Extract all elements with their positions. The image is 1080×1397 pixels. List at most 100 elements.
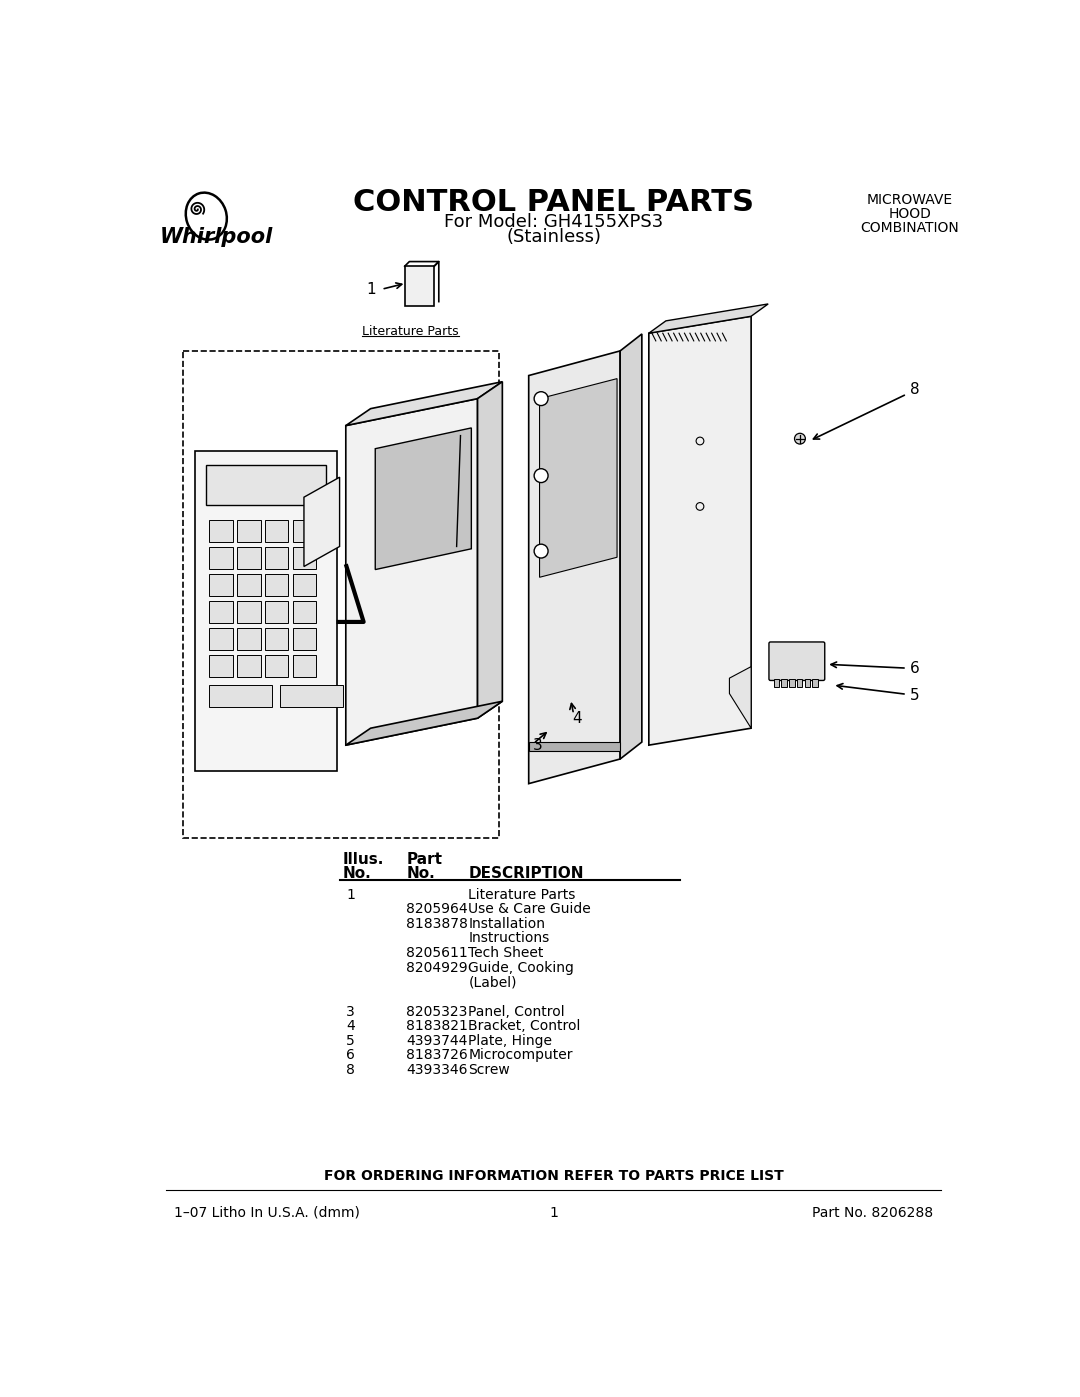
Text: For Model: GH4155XPS3: For Model: GH4155XPS3 bbox=[444, 212, 663, 231]
Text: 8183726: 8183726 bbox=[406, 1049, 468, 1063]
Bar bbox=[183, 351, 499, 838]
Text: CONTROL PANEL PARTS: CONTROL PANEL PARTS bbox=[353, 187, 754, 217]
Polygon shape bbox=[346, 701, 502, 745]
Bar bbox=[238, 601, 260, 623]
Bar bbox=[280, 685, 342, 707]
Text: Panel, Control: Panel, Control bbox=[469, 1004, 565, 1018]
Bar bbox=[238, 655, 260, 676]
Bar bbox=[210, 655, 232, 676]
Text: 8205964: 8205964 bbox=[406, 902, 468, 916]
Bar bbox=[293, 548, 316, 569]
Text: 8: 8 bbox=[346, 1063, 355, 1077]
Bar bbox=[210, 685, 272, 707]
Text: 4: 4 bbox=[572, 711, 581, 725]
Bar bbox=[210, 574, 232, 595]
Polygon shape bbox=[649, 305, 768, 334]
Text: 5: 5 bbox=[346, 1034, 355, 1048]
Text: 3: 3 bbox=[534, 738, 543, 753]
Text: 4393744: 4393744 bbox=[406, 1034, 468, 1048]
Text: 6: 6 bbox=[346, 1049, 355, 1063]
Bar bbox=[266, 520, 288, 542]
Text: Use & Care Guide: Use & Care Guide bbox=[469, 902, 591, 916]
Bar bbox=[238, 548, 260, 569]
Text: 1: 1 bbox=[549, 1206, 558, 1220]
Text: Tech Sheet: Tech Sheet bbox=[469, 946, 543, 960]
Polygon shape bbox=[649, 316, 751, 745]
Bar bbox=[238, 520, 260, 542]
Text: 5: 5 bbox=[910, 689, 920, 703]
Text: Whirlpool: Whirlpool bbox=[160, 226, 273, 247]
Polygon shape bbox=[529, 351, 620, 784]
Text: 1: 1 bbox=[366, 282, 376, 296]
Bar bbox=[405, 267, 434, 306]
FancyBboxPatch shape bbox=[769, 643, 825, 680]
Text: MICROWAVE: MICROWAVE bbox=[867, 193, 953, 207]
Text: 8204929: 8204929 bbox=[406, 961, 468, 975]
Text: Instructions: Instructions bbox=[469, 932, 550, 946]
Text: 3: 3 bbox=[346, 1004, 355, 1018]
Bar bbox=[266, 629, 288, 650]
Polygon shape bbox=[303, 478, 339, 567]
Bar bbox=[195, 451, 337, 771]
Text: 8183878: 8183878 bbox=[406, 916, 468, 930]
Polygon shape bbox=[540, 379, 617, 577]
Circle shape bbox=[535, 391, 548, 405]
Text: 8205611: 8205611 bbox=[406, 946, 468, 960]
Text: Part No. 8206288: Part No. 8206288 bbox=[812, 1206, 933, 1220]
Polygon shape bbox=[620, 334, 642, 759]
Text: 1–07 Litho In U.S.A. (dmm): 1–07 Litho In U.S.A. (dmm) bbox=[174, 1206, 360, 1220]
Text: 6: 6 bbox=[910, 661, 920, 676]
Text: DESCRIPTION: DESCRIPTION bbox=[469, 866, 584, 882]
Bar bbox=[210, 520, 232, 542]
Polygon shape bbox=[729, 666, 751, 728]
Text: Screw: Screw bbox=[469, 1063, 510, 1077]
Text: Microcomputer: Microcomputer bbox=[469, 1049, 572, 1063]
Bar bbox=[293, 574, 316, 595]
Bar bbox=[238, 574, 260, 595]
Circle shape bbox=[535, 469, 548, 482]
Text: 8183821: 8183821 bbox=[406, 1020, 468, 1034]
Circle shape bbox=[535, 545, 548, 557]
Bar bbox=[293, 629, 316, 650]
Bar bbox=[797, 679, 802, 686]
Bar bbox=[293, 655, 316, 676]
Polygon shape bbox=[375, 427, 471, 570]
Polygon shape bbox=[477, 381, 502, 718]
Text: Literature Parts: Literature Parts bbox=[362, 326, 458, 338]
Text: 1: 1 bbox=[346, 887, 355, 901]
Circle shape bbox=[795, 433, 806, 444]
Bar bbox=[805, 679, 810, 686]
Bar bbox=[789, 679, 795, 686]
Text: No.: No. bbox=[342, 866, 372, 882]
Bar bbox=[266, 574, 288, 595]
Text: (Label): (Label) bbox=[469, 975, 516, 989]
Bar bbox=[206, 465, 326, 504]
Bar bbox=[529, 742, 620, 752]
Text: Illus.: Illus. bbox=[342, 852, 384, 866]
Text: Installation: Installation bbox=[469, 916, 545, 930]
Text: 8: 8 bbox=[910, 381, 920, 397]
Text: Plate, Hinge: Plate, Hinge bbox=[469, 1034, 552, 1048]
Bar bbox=[210, 601, 232, 623]
Bar bbox=[293, 520, 316, 542]
Bar bbox=[238, 629, 260, 650]
Text: (Stainless): (Stainless) bbox=[507, 228, 600, 246]
Text: HOOD: HOOD bbox=[889, 207, 931, 221]
Bar bbox=[781, 679, 786, 686]
Text: 4393346: 4393346 bbox=[406, 1063, 468, 1077]
Bar bbox=[812, 679, 818, 686]
Text: Bracket, Control: Bracket, Control bbox=[469, 1020, 581, 1034]
Text: FOR ORDERING INFORMATION REFER TO PARTS PRICE LIST: FOR ORDERING INFORMATION REFER TO PARTS … bbox=[324, 1169, 783, 1183]
Bar bbox=[773, 679, 779, 686]
Text: COMBINATION: COMBINATION bbox=[861, 221, 959, 235]
Text: 8205323: 8205323 bbox=[406, 1004, 468, 1018]
Bar bbox=[266, 548, 288, 569]
Polygon shape bbox=[346, 398, 477, 745]
Bar bbox=[210, 548, 232, 569]
Text: Literature Parts: Literature Parts bbox=[469, 887, 576, 901]
Bar bbox=[293, 601, 316, 623]
Text: 4: 4 bbox=[346, 1020, 355, 1034]
Polygon shape bbox=[346, 381, 502, 426]
Text: Part: Part bbox=[406, 852, 442, 866]
Bar bbox=[266, 601, 288, 623]
